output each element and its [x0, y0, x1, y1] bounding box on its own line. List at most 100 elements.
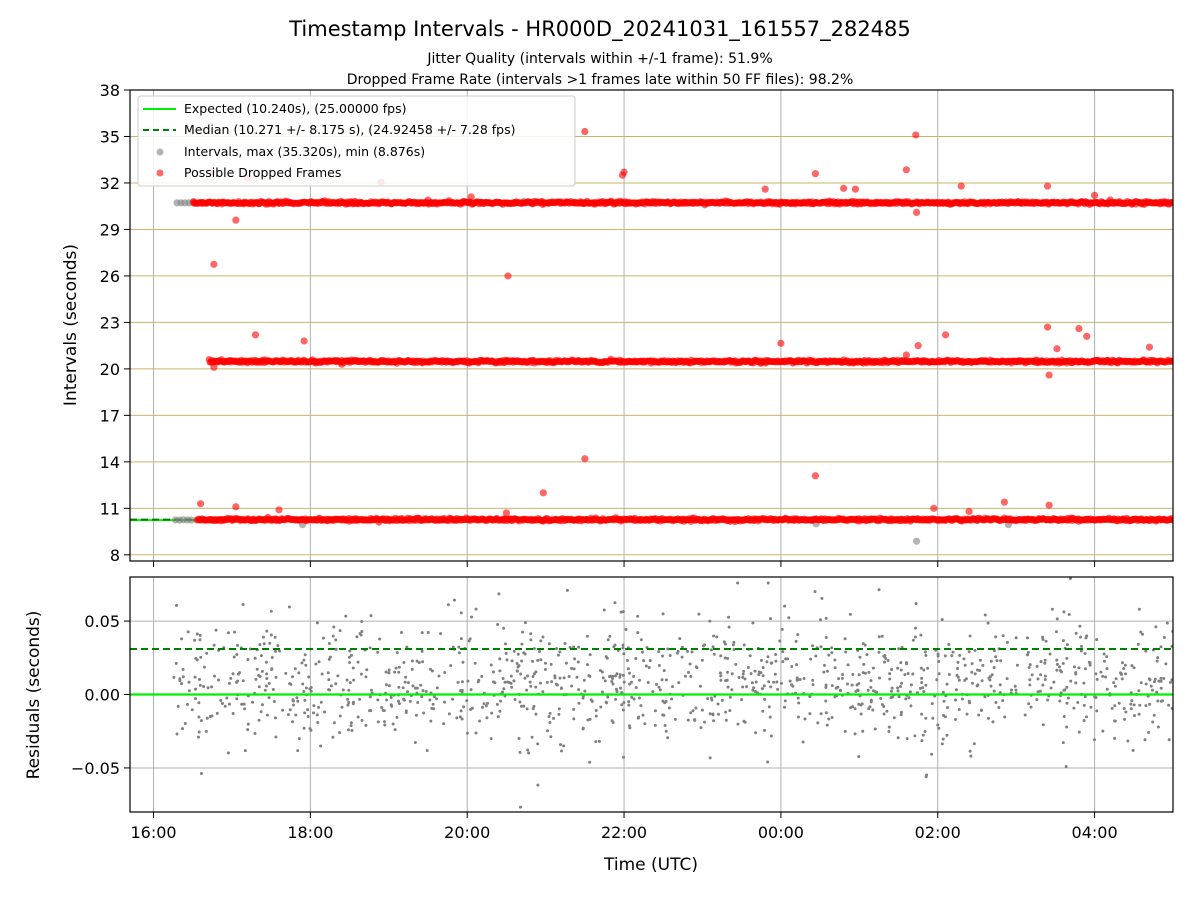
residual-point: [760, 687, 764, 691]
residual-point: [312, 704, 316, 708]
residual-point: [1043, 661, 1047, 665]
dropped-frame-point: [1106, 196, 1114, 204]
dropped-frame-point: [811, 472, 820, 480]
residual-point: [1014, 688, 1018, 692]
residual-point: [922, 668, 926, 672]
residual-point: [689, 674, 693, 678]
residual-point: [605, 701, 609, 705]
residual-point: [1029, 705, 1033, 709]
residual-point: [559, 743, 563, 747]
residual-point: [766, 655, 770, 659]
residual-point: [883, 660, 887, 664]
dropped-frame-point: [957, 182, 965, 190]
residual-point: [198, 677, 202, 681]
residual-point: [717, 712, 721, 716]
residual-point: [460, 717, 464, 721]
residual-point: [1156, 699, 1160, 703]
residual-point: [358, 697, 362, 701]
residual-point: [477, 678, 481, 682]
residual-point: [727, 615, 731, 619]
residual-point: [858, 655, 862, 659]
residual-point: [661, 654, 665, 658]
residual-point: [352, 678, 356, 682]
residual-point: [632, 697, 636, 701]
residual-point: [1144, 649, 1148, 653]
residual-point: [850, 683, 854, 687]
residual-point: [512, 679, 516, 683]
residual-point: [501, 677, 505, 681]
residual-point: [376, 698, 380, 702]
residual-point: [622, 680, 626, 684]
residual-point: [1028, 678, 1032, 682]
residual-point: [545, 680, 549, 684]
residual-point: [281, 708, 285, 712]
residual-point: [1089, 705, 1093, 709]
residual-point: [1015, 663, 1019, 667]
residual-point: [334, 638, 338, 642]
residual-point: [359, 633, 363, 637]
residual-point: [557, 712, 561, 716]
residual-point: [1048, 652, 1052, 656]
residual-point: [790, 664, 794, 668]
residual-point: [1001, 699, 1005, 703]
residual-point: [694, 706, 698, 710]
residual-point: [516, 665, 520, 669]
residual-point: [889, 689, 893, 693]
residual-point: [736, 581, 740, 585]
legend: Expected (10.240s), (25.00000 fps) Media…: [137, 95, 576, 187]
residual-point: [1137, 712, 1141, 716]
residual-point: [273, 716, 277, 720]
residual-point: [538, 681, 542, 685]
residual-point: [391, 722, 395, 726]
residual-point: [643, 722, 647, 726]
residual-point: [547, 714, 551, 718]
residual-point: [212, 643, 216, 647]
residual-point: [406, 681, 410, 685]
residual-point: [317, 705, 321, 709]
dropped-frame-point: [1169, 198, 1173, 206]
residual-point: [967, 650, 971, 654]
residual-point: [783, 699, 787, 703]
residual-point: [950, 654, 954, 658]
residual-point: [1162, 636, 1166, 640]
residual-point: [286, 713, 290, 717]
residual-point: [1131, 748, 1135, 752]
residual-point: [1084, 636, 1088, 640]
residual-point: [937, 672, 941, 676]
residual-point: [639, 638, 643, 642]
residual-point: [598, 668, 602, 672]
residual-point: [458, 715, 462, 719]
residual-point: [451, 645, 455, 649]
residual-point: [340, 705, 344, 709]
residual-point: [505, 658, 509, 662]
residual-point: [896, 689, 900, 693]
residual-point: [303, 653, 307, 657]
residual-point: [543, 668, 547, 672]
residual-point: [1083, 695, 1087, 699]
intervals-y-tick-label: 17: [100, 406, 120, 425]
residual-point: [265, 676, 269, 680]
dropped-frame-point: [811, 170, 820, 178]
residual-point: [915, 691, 919, 695]
residual-point: [1130, 699, 1134, 703]
x-tick-label: 16:00: [130, 823, 176, 842]
residual-point: [198, 633, 202, 637]
residual-point: [612, 645, 616, 649]
residual-point: [942, 699, 946, 703]
residual-point: [1120, 661, 1124, 665]
residual-point: [451, 697, 455, 701]
residual-point: [668, 653, 672, 657]
residual-point: [294, 713, 298, 717]
residual-point: [215, 711, 219, 715]
residual-point: [216, 678, 220, 682]
residual-point: [323, 710, 327, 714]
residual-point: [576, 660, 580, 664]
residual-point: [499, 699, 503, 703]
residual-point: [708, 756, 712, 760]
dropped-frame-point: [502, 509, 511, 517]
residual-point: [943, 654, 947, 658]
residual-point: [558, 650, 562, 654]
residual-point: [518, 700, 522, 704]
residual-point: [853, 732, 857, 736]
residual-point: [481, 705, 485, 709]
